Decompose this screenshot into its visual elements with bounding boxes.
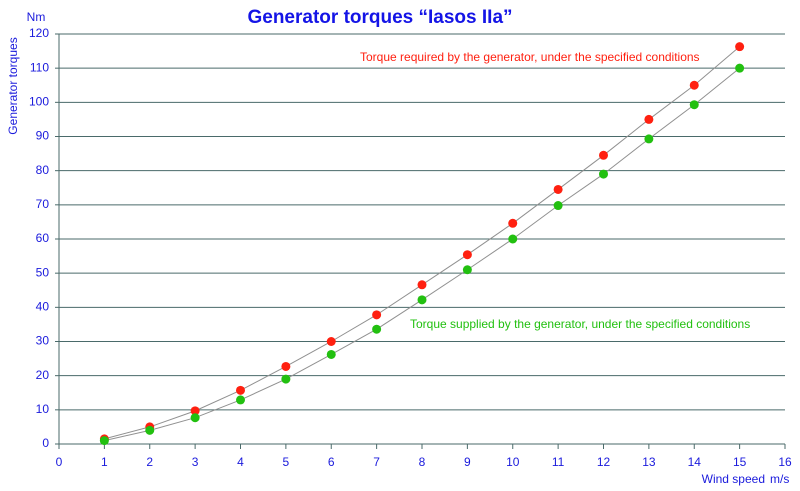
- y-tick-label: 10: [36, 402, 50, 416]
- x-tick-label: 10: [506, 455, 520, 469]
- x-tick-label: 14: [688, 455, 702, 469]
- data-point: [326, 349, 336, 359]
- data-point: [372, 324, 382, 334]
- y-tick-label: 0: [42, 436, 49, 450]
- x-tick-label: 11: [552, 455, 565, 469]
- series-line: [104, 67, 740, 442]
- data-point: [281, 361, 291, 371]
- y-unit: Nm: [27, 10, 46, 24]
- y-tick-label: 70: [36, 197, 50, 211]
- y-axis-label: Generator torques: [6, 37, 20, 134]
- x-tick-label: 12: [597, 455, 611, 469]
- data-point: [372, 310, 382, 320]
- x-tick-label: 15: [733, 455, 747, 469]
- x-axis-label: Wind speed: [702, 472, 765, 486]
- data-point: [145, 425, 155, 435]
- data-point: [190, 406, 200, 416]
- data-point: [735, 42, 745, 52]
- x-tick-label: 13: [642, 455, 656, 469]
- data-point: [553, 201, 563, 211]
- x-tick-label: 0: [56, 455, 63, 469]
- data-point: [236, 385, 245, 395]
- data-point: [462, 250, 472, 260]
- data-point: [462, 265, 472, 275]
- data-point: [190, 413, 200, 423]
- y-tick-label: 50: [36, 265, 50, 279]
- data-point: [553, 184, 563, 194]
- y-tick-label: 20: [36, 368, 50, 382]
- data-point: [689, 100, 699, 110]
- data-point: [326, 337, 336, 346]
- data-point: [281, 374, 291, 384]
- x-tick-label: 9: [464, 455, 471, 469]
- data-point: [735, 63, 745, 73]
- data-point: [508, 234, 518, 244]
- x-tick-label: 2: [146, 455, 153, 469]
- data-point: [644, 114, 654, 124]
- data-point: [417, 280, 427, 290]
- x-tick-label: 8: [419, 455, 426, 469]
- data-point: [508, 218, 518, 228]
- data-point: [599, 169, 608, 179]
- y-tick-label: 120: [29, 26, 49, 40]
- y-tick-label: 90: [36, 129, 50, 143]
- x-tick-label: 4: [237, 455, 244, 469]
- data-point: [599, 150, 608, 160]
- x-tick-label: 3: [192, 455, 199, 469]
- series-label: Torque required by the generator, under …: [360, 50, 700, 64]
- y-tick-label: 40: [36, 300, 50, 314]
- chart-title: Generator torques “Iasos IIa”: [247, 7, 512, 28]
- data-point: [689, 80, 699, 90]
- y-tick-label: 60: [36, 231, 50, 245]
- series-line: [104, 46, 740, 440]
- data-point: [236, 395, 245, 405]
- y-tick-label: 100: [29, 95, 49, 109]
- data-point: [417, 295, 427, 305]
- x-tick-label: 1: [101, 455, 108, 469]
- y-tick-label: 110: [30, 60, 49, 74]
- data-point: [99, 436, 109, 446]
- x-unit: m/s: [770, 472, 789, 486]
- x-tick-label: 6: [328, 455, 335, 469]
- series-label: Torque supplied by the generator, under …: [410, 317, 750, 331]
- data-point: [644, 134, 654, 144]
- x-tick-label: 16: [778, 455, 792, 469]
- y-tick-label: 30: [36, 334, 50, 348]
- x-tick-label: 5: [283, 455, 290, 469]
- y-tick-label: 80: [36, 163, 50, 177]
- x-tick-label: 7: [373, 455, 380, 469]
